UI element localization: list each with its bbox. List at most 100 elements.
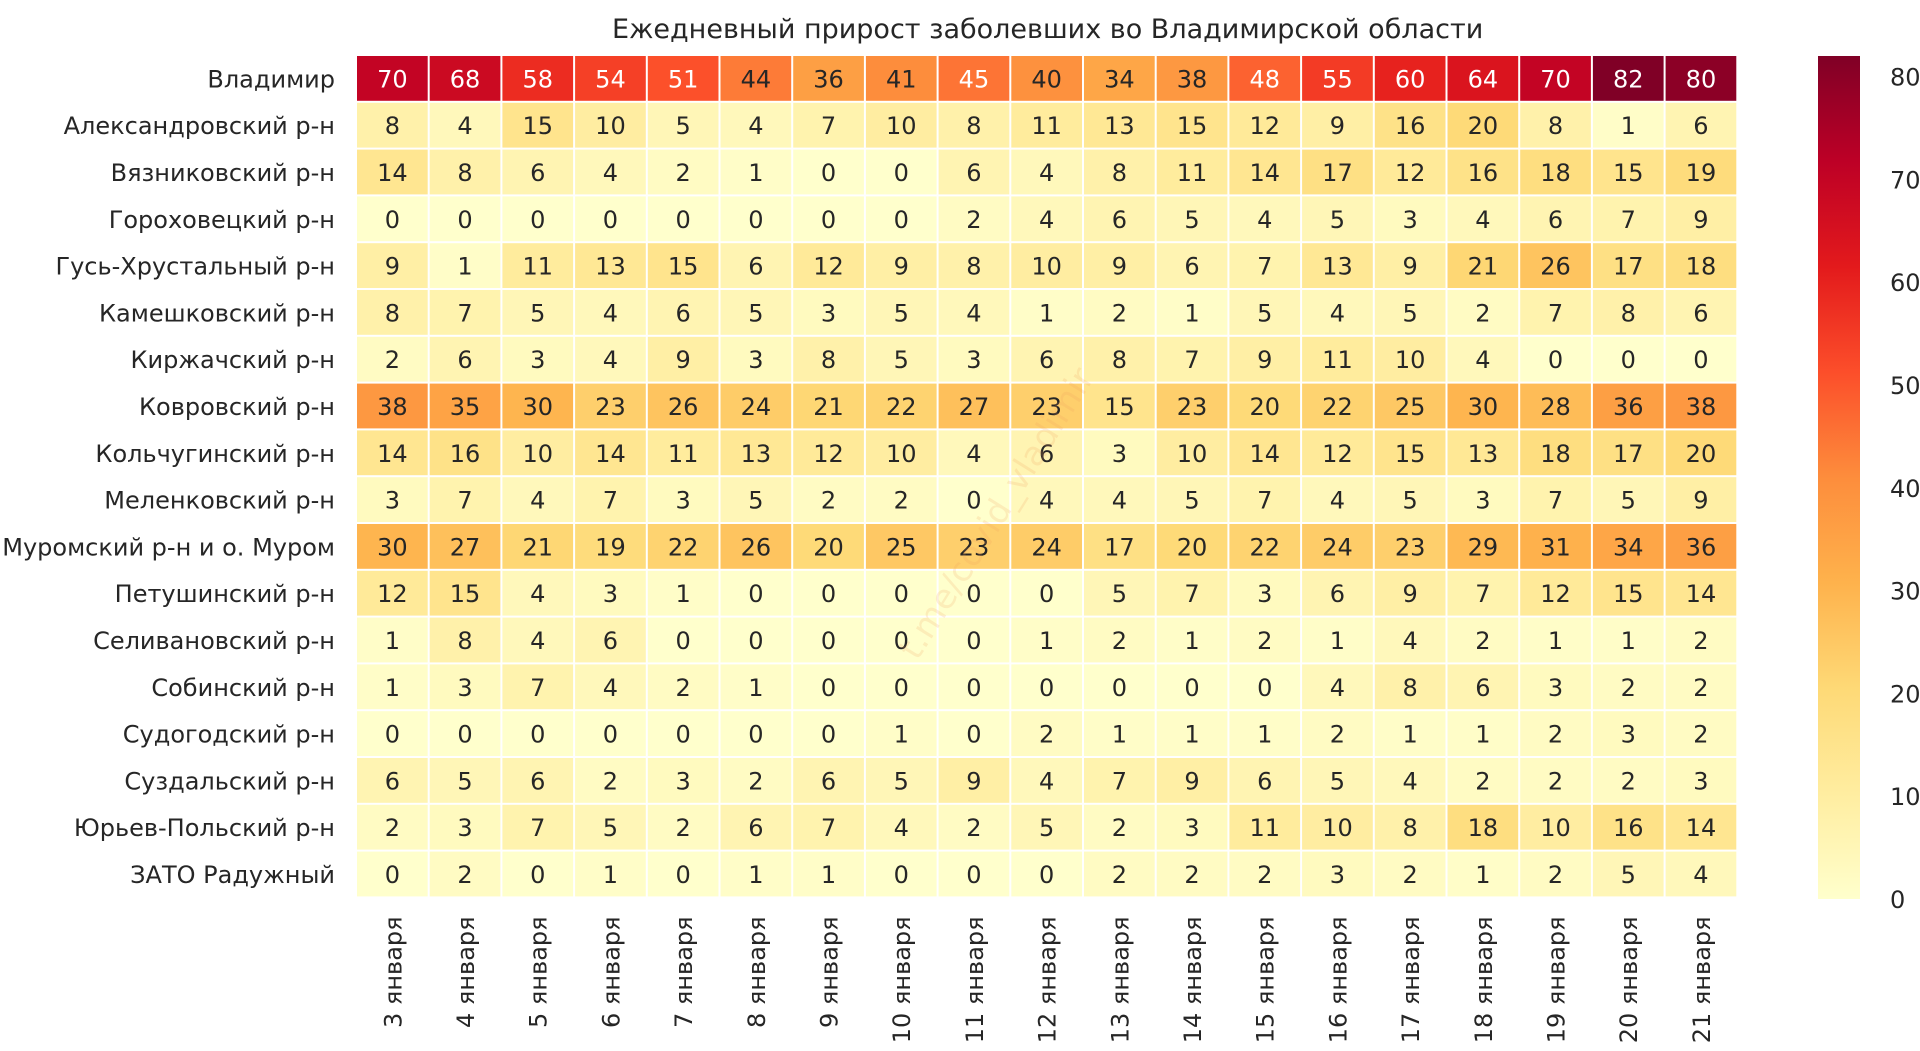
cell-value-label: 8 xyxy=(1112,346,1127,374)
heatmap-cell xyxy=(1447,758,1519,803)
column-label: 8 января xyxy=(743,916,771,1028)
row-label: Судогодский р-н xyxy=(123,721,335,749)
heatmap-cell xyxy=(1592,149,1664,195)
cell-value-label: 2 xyxy=(1039,721,1054,749)
heatmap-cell xyxy=(575,524,646,569)
cell-value-label: 60 xyxy=(1395,65,1426,93)
heatmap-cell xyxy=(647,617,719,663)
heatmap-cell xyxy=(1665,804,1737,850)
heatmap-cell xyxy=(1011,664,1082,710)
heatmap-cell xyxy=(502,711,574,756)
cell-value-label: 2 xyxy=(1621,674,1636,702)
heatmap-cell xyxy=(575,243,646,288)
heatmap-cell xyxy=(720,243,792,288)
heatmap-cell xyxy=(1592,570,1664,616)
cell-value-label: 1 xyxy=(385,674,400,702)
cell-value-label: 4 xyxy=(1039,487,1054,515)
heatmap-cell xyxy=(1447,477,1519,522)
colorbar xyxy=(1818,56,1860,899)
cell-value-label: 9 xyxy=(1330,112,1345,140)
heatmap-cell xyxy=(1592,524,1664,569)
cell-value-label: 8 xyxy=(1403,814,1418,842)
heatmap-cell xyxy=(720,102,792,148)
cell-value-label: 3 xyxy=(1621,721,1636,749)
row-label: Киржачский р-н xyxy=(131,346,335,374)
heatmap-cell xyxy=(1011,336,1082,382)
cell-value-label: 34 xyxy=(1613,533,1644,561)
heatmap-cell xyxy=(1665,149,1737,195)
cell-value-label: 2 xyxy=(1475,627,1490,655)
heatmap-cell xyxy=(647,664,719,710)
cell-value-label: 8 xyxy=(966,112,981,140)
cell-value-label: 5 xyxy=(1330,206,1345,234)
cell-value-label: 0 xyxy=(1693,346,1708,374)
cell-value-label: 10 xyxy=(1395,346,1426,374)
cell-value-label: 12 xyxy=(813,440,844,468)
cell-value-label: 0 xyxy=(1257,674,1272,702)
cell-value-label: 1 xyxy=(1330,627,1345,655)
heatmap-cell xyxy=(357,758,428,803)
heatmap-cell xyxy=(938,711,1010,756)
column-label: 16 января xyxy=(1324,916,1352,1043)
cell-value-label: 2 xyxy=(457,861,472,889)
column-label: 18 января xyxy=(1470,916,1498,1043)
cell-value-label: 8 xyxy=(1112,159,1127,187)
heatmap-cell xyxy=(938,56,1010,101)
heatmap-cell xyxy=(647,383,719,429)
heatmap-cell xyxy=(1156,430,1228,476)
column-label: 6 января xyxy=(597,916,625,1028)
heatmap-cell xyxy=(938,804,1010,850)
cell-value-label: 82 xyxy=(1613,65,1644,93)
heatmap-cell xyxy=(938,851,1010,897)
row-label: Александровский р-н xyxy=(64,112,335,140)
cell-value-label: 1 xyxy=(1475,721,1490,749)
heatmap-cell xyxy=(647,851,719,897)
cell-value-label: 9 xyxy=(385,253,400,281)
cell-value-label: 1 xyxy=(894,721,909,749)
cell-value-label: 0 xyxy=(966,674,981,702)
cell-value-label: 0 xyxy=(1621,346,1636,374)
cell-value-label: 18 xyxy=(1540,440,1571,468)
cell-value-label: 0 xyxy=(894,627,909,655)
cell-value-label: 5 xyxy=(1330,767,1345,795)
heatmap-cell xyxy=(357,617,428,663)
heatmap-cell xyxy=(938,336,1010,382)
heatmap-cell xyxy=(865,430,937,476)
cell-value-label: 2 xyxy=(966,814,981,842)
cell-value-label: 8 xyxy=(457,627,472,655)
heatmap-cell xyxy=(938,758,1010,803)
cell-value-label: 0 xyxy=(966,580,981,608)
cell-value-label: 0 xyxy=(748,627,763,655)
heatmap-cell xyxy=(1011,56,1082,101)
heatmap-cell xyxy=(1011,243,1082,288)
cell-value-label: 0 xyxy=(676,721,691,749)
cell-value-label: 17 xyxy=(1322,159,1353,187)
cell-value-label: 4 xyxy=(894,814,909,842)
cell-value-label: 10 xyxy=(595,112,626,140)
heatmap-cell xyxy=(502,617,574,663)
heatmap-cell xyxy=(1011,570,1082,616)
heatmap-cell xyxy=(357,196,428,242)
heatmap-cell xyxy=(865,243,937,288)
cell-value-label: 4 xyxy=(1693,861,1708,889)
cell-value-label: 8 xyxy=(821,346,836,374)
heatmap-cell xyxy=(1520,336,1591,382)
heatmap-cell xyxy=(1084,711,1155,756)
cell-value-label: 1 xyxy=(1039,299,1054,327)
colorbar-ticks: 0 10 20 30 40 50 60 70 80 xyxy=(1890,64,1920,914)
heatmap-cell xyxy=(1665,290,1737,335)
heatmap-cell xyxy=(357,851,428,897)
cell-value-label: 15 xyxy=(1613,159,1644,187)
heatmap-cell xyxy=(1229,56,1301,101)
cell-value-label: 4 xyxy=(748,112,763,140)
cell-value-label: 4 xyxy=(1112,487,1127,515)
cell-value-label: 5 xyxy=(1257,299,1272,327)
cell-value-label: 25 xyxy=(886,533,917,561)
cell-value-label: 6 xyxy=(1475,674,1490,702)
cell-value-label: 15 xyxy=(1104,393,1135,421)
heatmap-cell xyxy=(1229,570,1301,616)
cell-value-label: 2 xyxy=(1693,627,1708,655)
cell-value-label: 2 xyxy=(1330,721,1345,749)
cell-value-label: 1 xyxy=(1184,299,1199,327)
heatmap-cell xyxy=(793,430,864,476)
